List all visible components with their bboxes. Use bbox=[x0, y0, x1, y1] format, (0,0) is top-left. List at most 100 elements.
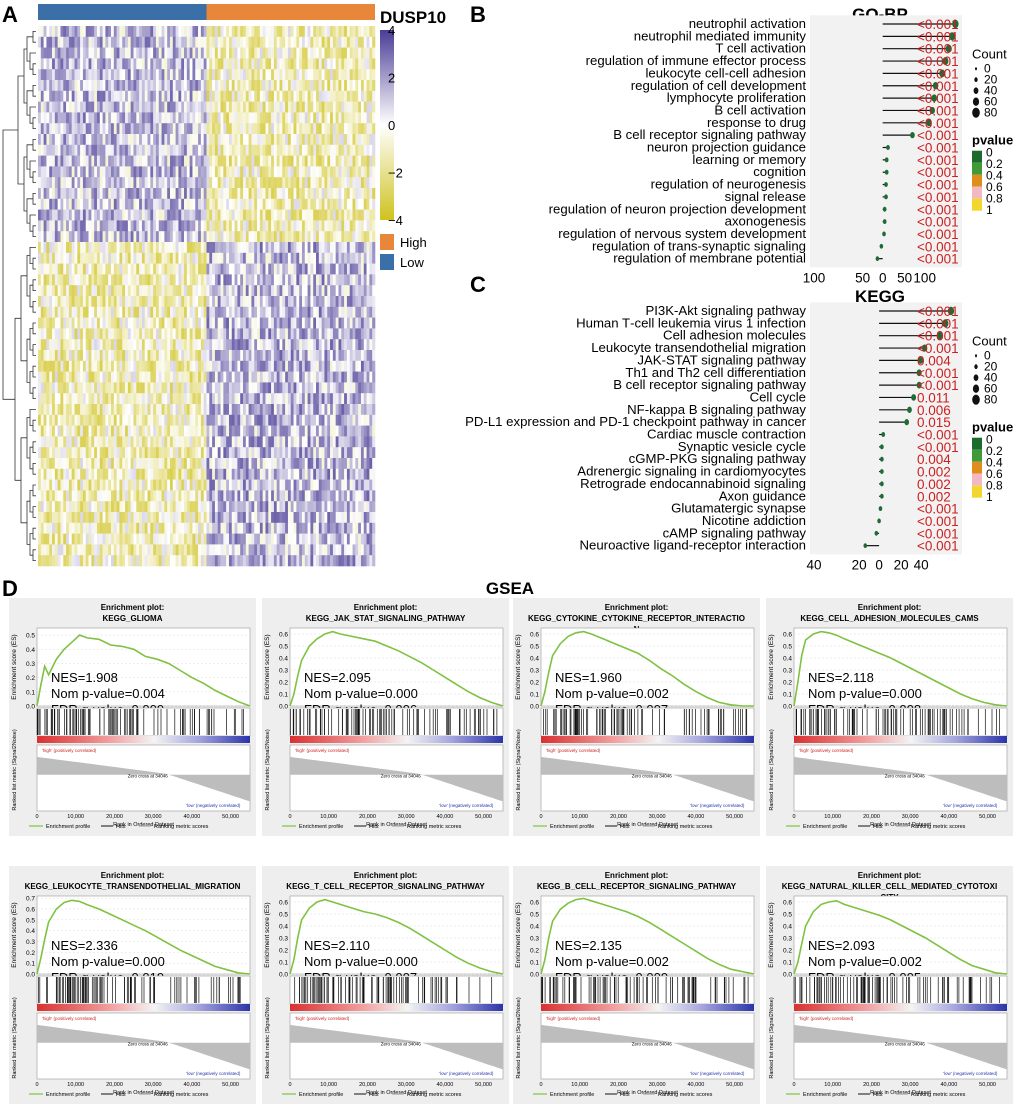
heatmap-cell bbox=[324, 231, 328, 243]
heatmap-cell bbox=[243, 360, 247, 372]
heatmap-cell bbox=[153, 220, 157, 232]
heatmap-cell bbox=[206, 155, 210, 167]
heatmap-cell bbox=[144, 198, 148, 210]
heatmap-cell bbox=[153, 447, 157, 459]
heatmap-cell bbox=[96, 177, 101, 189]
heatmap-cell bbox=[355, 414, 359, 426]
heatmap-cell bbox=[158, 47, 162, 59]
heatmap-cell bbox=[43, 393, 47, 405]
heatmap-cell bbox=[366, 263, 370, 275]
heatmap-cell bbox=[327, 47, 331, 59]
heatmap-cell bbox=[344, 296, 348, 308]
heatmap-cell bbox=[293, 447, 297, 459]
heatmap-cell bbox=[327, 296, 331, 308]
heatmap-cell bbox=[341, 242, 345, 254]
heatmap-cell bbox=[111, 144, 115, 156]
heatmap-cell bbox=[251, 306, 255, 318]
heatmap-cell bbox=[245, 188, 249, 200]
heatmap-cell bbox=[74, 382, 78, 394]
heatmap-cell bbox=[178, 47, 182, 59]
heatmap-cell bbox=[139, 360, 143, 372]
heatmap-cell bbox=[167, 80, 171, 92]
heatmap-cell bbox=[77, 360, 81, 372]
heatmap-cell bbox=[363, 123, 367, 135]
heatmap-cell bbox=[293, 101, 297, 113]
heatmap-cell bbox=[282, 47, 286, 59]
heatmap-cell bbox=[136, 198, 140, 210]
heatmap-cell bbox=[271, 36, 275, 48]
heatmap-cell bbox=[363, 382, 367, 394]
heatmap-cell bbox=[352, 382, 356, 394]
heatmap-cell bbox=[153, 155, 157, 167]
heatmap-cell bbox=[349, 58, 353, 70]
heatmap-cell bbox=[217, 198, 221, 210]
heatmap-cell bbox=[301, 242, 306, 254]
heatmap-cell bbox=[237, 414, 241, 426]
heatmap-cell bbox=[63, 360, 67, 372]
heatmap-cell bbox=[139, 101, 143, 113]
heatmap-cell bbox=[186, 101, 190, 113]
heatmap-cell bbox=[338, 123, 342, 135]
heatmap-cell bbox=[80, 166, 84, 178]
heatmap-cell bbox=[164, 144, 168, 156]
heatmap-cell bbox=[153, 69, 157, 81]
heatmap-cell bbox=[287, 425, 292, 437]
heatmap-cell bbox=[273, 447, 278, 459]
heatmap-cell bbox=[158, 123, 162, 135]
heatmap-cell bbox=[271, 306, 275, 318]
heatmap-cell bbox=[108, 393, 112, 405]
heatmap-cell bbox=[299, 242, 303, 254]
heatmap-cell bbox=[324, 447, 328, 459]
heatmap-cell bbox=[254, 317, 258, 329]
heatmap-cell bbox=[172, 231, 176, 243]
heatmap-cell bbox=[214, 26, 219, 38]
heatmap-cell bbox=[254, 242, 258, 254]
heatmap-cell bbox=[172, 350, 176, 362]
heatmap-cell bbox=[105, 436, 109, 448]
heatmap-cell bbox=[181, 90, 185, 102]
heatmap-cell bbox=[80, 177, 84, 189]
heatmap-cell bbox=[330, 350, 334, 362]
heatmap-cell bbox=[220, 69, 224, 81]
heatmap-cell bbox=[155, 123, 160, 135]
heatmap-cell bbox=[335, 123, 339, 135]
heatmap-cell bbox=[307, 371, 311, 383]
heatmap-cell bbox=[330, 360, 334, 372]
heatmap-cell bbox=[313, 296, 317, 308]
heatmap-cell bbox=[77, 123, 81, 135]
heatmap-cell bbox=[125, 263, 129, 275]
heatmap-cell bbox=[200, 198, 204, 210]
heatmap-cell bbox=[80, 220, 84, 232]
heatmap-cell bbox=[71, 134, 75, 146]
heatmap-cell bbox=[223, 425, 227, 437]
heatmap-cell bbox=[141, 188, 146, 200]
heatmap-cell bbox=[184, 350, 188, 362]
heatmap-cell bbox=[313, 360, 317, 372]
heatmap-cell bbox=[313, 101, 317, 113]
heatmap-cell bbox=[366, 177, 370, 189]
heatmap-cell bbox=[80, 36, 84, 48]
heatmap-cell bbox=[158, 263, 162, 275]
heatmap-cell bbox=[105, 220, 109, 232]
heatmap-cell bbox=[282, 231, 286, 243]
heatmap-cell bbox=[172, 177, 176, 189]
heatmap-cell bbox=[116, 177, 120, 189]
heatmap-cell bbox=[144, 404, 148, 416]
heatmap-cell bbox=[313, 306, 317, 318]
heatmap-cell bbox=[358, 177, 362, 189]
heatmap-cell bbox=[200, 350, 204, 362]
heatmap-cell bbox=[105, 36, 109, 48]
heatmap-cell bbox=[49, 285, 53, 297]
heatmap-cell bbox=[141, 166, 146, 178]
heatmap-cell bbox=[161, 242, 165, 254]
heatmap-cell bbox=[102, 58, 106, 70]
heatmap-cell bbox=[273, 328, 278, 340]
heatmap-cell bbox=[139, 328, 143, 340]
heatmap-cell bbox=[220, 36, 224, 48]
heatmap-cell bbox=[164, 69, 168, 81]
heatmap-cell bbox=[304, 393, 308, 405]
heatmap-cell bbox=[287, 155, 292, 167]
heatmap-cell bbox=[186, 198, 190, 210]
heatmap-cell bbox=[94, 177, 98, 189]
heatmap-cell bbox=[136, 436, 140, 448]
